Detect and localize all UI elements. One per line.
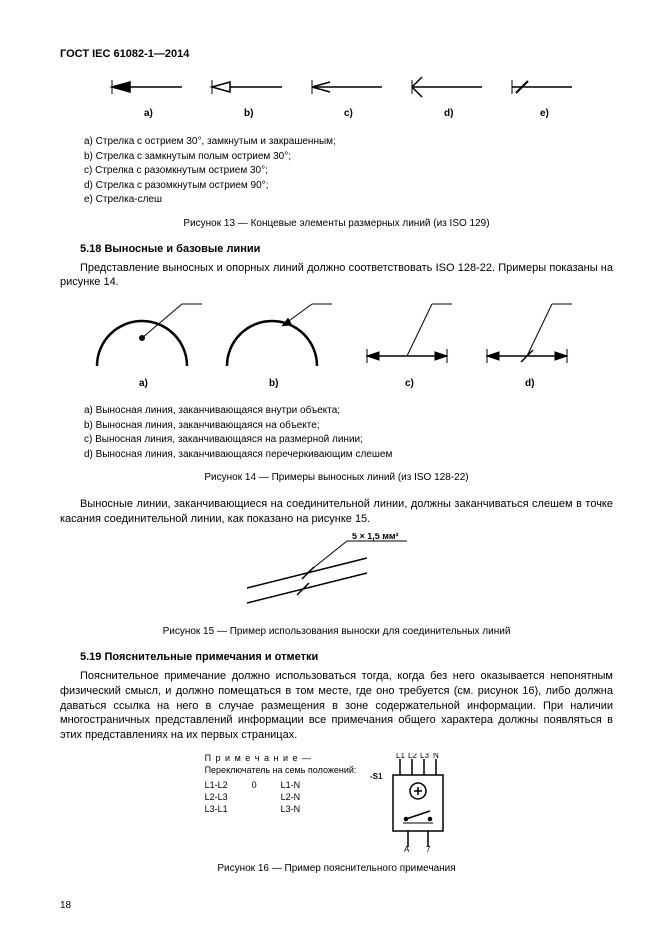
fig16-col2-3: L3-N <box>281 804 301 816</box>
section-519-title: 5.19 Пояснительные примечания и отметки <box>80 651 613 663</box>
figure-13: a) b) c) d) e) <box>60 72 613 125</box>
fig16-col1-3: L3-L1 <box>205 804 228 816</box>
fig14-legend-c: c) Выносная линия, заканчивающаяся на ра… <box>84 433 613 448</box>
fig13-label-b: b) <box>244 108 253 119</box>
fig16-note-sub: Переключатель на семь положений: <box>205 765 357 777</box>
svg-text:-S1: -S1 <box>370 772 383 781</box>
fig14-legend: a) Выносная линия, заканчивающаяся внутр… <box>84 404 613 462</box>
fig15-caption: Рисунок 15 — Пример использования выноск… <box>60 626 613 637</box>
section-518-para: Представление выносных и опорных линий д… <box>60 261 613 291</box>
fig13-caption: Рисунок 13 — Концевые элементы размерных… <box>60 218 613 229</box>
section-518-title: 5.18 Выносные и базовые линии <box>80 243 613 255</box>
fig13-legend-a: a) Стрелка с острием 30°, замкнутым и за… <box>84 135 613 150</box>
fig16-caption: Рисунок 16 — Пример пояснительного приме… <box>60 863 613 874</box>
svg-text:L3: L3 <box>420 753 429 760</box>
fig13-legend-b: b) Стрелка с замкнутым полым острием 30°… <box>84 150 613 165</box>
fig13-label-a: a) <box>144 108 153 119</box>
fig16-col2-2: L2-N <box>281 792 301 804</box>
figure-14: a) b) c) d) <box>60 296 613 394</box>
svg-text:A: A <box>404 845 410 853</box>
page-number: 18 <box>60 900 71 911</box>
fig14-legend-b: b) Выносная линия, заканчивающаяся на об… <box>84 419 613 434</box>
svg-text:d): d) <box>525 378 534 389</box>
fig16-col-mid: 0 <box>252 780 257 815</box>
fig13-label-d: d) <box>444 108 453 119</box>
svg-text:N: N <box>433 753 439 760</box>
fig14-legend-d: d) Выносная линия, заканчивающаяся переч… <box>84 448 613 463</box>
figure-16: П р и м е ч а н и е — Переключатель на с… <box>60 753 613 853</box>
doc-header: ГОСТ IEC 61082-1—2014 <box>60 48 613 60</box>
fig13-label-e: e) <box>540 108 549 119</box>
fig13-label-c: c) <box>344 108 353 119</box>
fig13-legend-c: c) Стрелка с разомкнутым острием 30°; <box>84 164 613 179</box>
fig16-note-title: П р и м е ч а н и е — <box>205 753 312 763</box>
fig16-col2-1: L1-N <box>281 780 301 792</box>
fig13-legend-d: d) Стрелка с разомкнутым острием 90°; <box>84 179 613 194</box>
svg-text:a): a) <box>139 378 148 389</box>
svg-text:L2: L2 <box>408 753 417 760</box>
figure-15: 5 × 1,5 мм² <box>60 533 613 616</box>
fig14-legend-a: a) Выносная линия, заканчивающаяся внутр… <box>84 404 613 419</box>
fig14-caption: Рисунок 14 — Примеры выносных линий (из … <box>60 472 613 483</box>
svg-text:7: 7 <box>426 845 431 853</box>
svg-text:c): c) <box>405 378 414 389</box>
svg-text:L1: L1 <box>396 753 405 760</box>
fig16-symbol: L1 L2 L3 N -S1 A 7 <box>368 753 468 853</box>
fig16-note: П р и м е ч а н и е — Переключатель на с… <box>205 753 357 815</box>
mid-para: Выносные линии, заканчивающиеся на соеди… <box>60 497 613 527</box>
section-519-para: Пояснительное примечание должно использо… <box>60 669 613 743</box>
svg-text:b): b) <box>269 378 278 389</box>
fig13-legend-e: e) Стрелка-слеш <box>84 193 613 208</box>
fig16-col1-1: L1-L2 <box>205 780 228 792</box>
fig13-legend: a) Стрелка с острием 30°, замкнутым и за… <box>84 135 613 208</box>
fig15-annot: 5 × 1,5 мм² <box>352 533 399 541</box>
fig16-col1-2: L2-L3 <box>205 792 228 804</box>
